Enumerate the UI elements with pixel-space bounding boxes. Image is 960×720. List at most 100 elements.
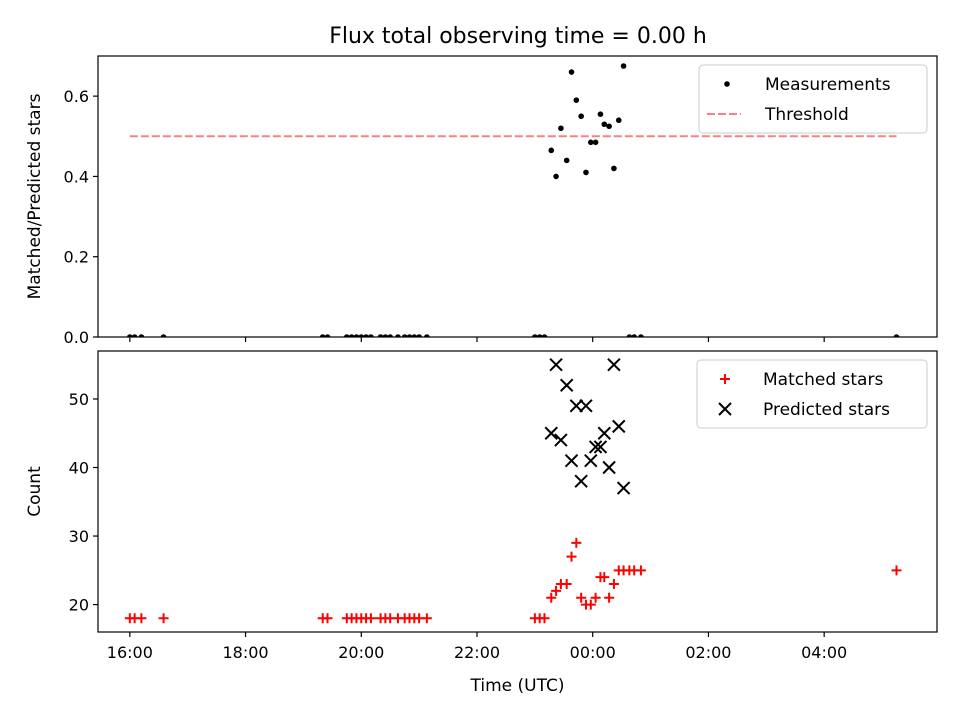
measurement-point	[568, 69, 575, 75]
x-tick-label: 00:00	[570, 643, 616, 662]
predicted-star-marker	[607, 357, 621, 372]
bottom-legend-box	[696, 359, 928, 429]
matched-star-marker	[571, 537, 582, 548]
measurement-point	[395, 334, 401, 337]
measurement-point	[893, 334, 900, 337]
matched-star-marker	[585, 599, 596, 610]
measurement-point	[631, 334, 637, 337]
measurement-point	[411, 334, 418, 337]
bottom-y-tick-label: 30	[69, 527, 89, 546]
measurement-point	[626, 334, 633, 337]
matched-star-marker	[421, 613, 432, 624]
predicted-star-marker	[584, 453, 598, 468]
predicted-star-marker	[588, 440, 603, 454]
top-legend: Measurements Threshold	[698, 64, 928, 134]
top-y-tick-label: 0.4	[64, 167, 89, 186]
matched-star-marker	[599, 572, 610, 583]
legend-marker-predicted	[718, 402, 732, 416]
measurement-point	[406, 334, 413, 337]
top-legend-box	[698, 64, 928, 134]
predicted-star-marker	[593, 440, 608, 454]
predicted-star-marker	[597, 426, 612, 440]
x-tick-label: 02:00	[685, 643, 731, 662]
top-y-tick-label: 0.6	[64, 87, 89, 106]
predicted-star-marker	[564, 453, 579, 468]
legend-label: Measurements	[765, 75, 891, 95]
measurement-point	[363, 334, 369, 337]
bottom-panel: 20 30 40 50 16:00 18:00 20:00 22:00 00:00 02:00 04…	[25, 350, 938, 696]
measurement-point	[536, 334, 543, 337]
matched-star-marker	[590, 592, 601, 603]
measurement-point	[131, 334, 138, 337]
measurement-point	[553, 173, 559, 180]
predicted-star-marker	[602, 460, 616, 475]
top-plot-frame	[97, 55, 938, 338]
measurement-point	[401, 334, 408, 337]
chart-title: Flux total observing time = 0.00 h	[329, 24, 707, 49]
x-tick-label: 04:00	[801, 643, 847, 662]
predicted-star-marker	[569, 399, 584, 413]
measurement-point	[319, 334, 326, 337]
x-tick-label: 18:00	[222, 643, 268, 662]
bottom-y-tick-label: 50	[69, 390, 89, 409]
bottom-plot-frame	[97, 350, 938, 633]
measurement-point	[377, 334, 384, 337]
measurement-point	[620, 63, 627, 69]
matched-star-marker	[561, 579, 572, 590]
top-y-tick-label: 0.2	[64, 248, 89, 267]
top-y-tick-label: 0.0	[64, 328, 89, 347]
matched-star-marker	[566, 551, 577, 562]
measurement-point	[160, 334, 167, 337]
measurement-point	[583, 169, 589, 176]
bottom-y-tick-label: 20	[69, 596, 89, 615]
measurement-point	[353, 334, 360, 337]
x-tick-label: 20:00	[338, 643, 384, 662]
legend-label: Threshold	[764, 105, 849, 125]
measurement-point	[424, 334, 430, 337]
legend-label: Predicted stars	[763, 400, 890, 420]
predicted-star-marker	[579, 399, 593, 413]
measurement-point	[638, 334, 644, 337]
matched-star-marker	[539, 613, 550, 624]
measurement-point	[344, 334, 350, 337]
top-panel: 0.0 0.2 0.4 0.6 Matched/Predicted stars Measu…	[25, 55, 938, 347]
matched-star-marker	[322, 613, 333, 624]
matched-star-marker	[891, 565, 902, 576]
measurement-point	[573, 97, 580, 103]
bottom-legend: Matched stars Predicted stars	[696, 359, 928, 429]
measurement-point	[368, 334, 374, 337]
measurement-point	[387, 334, 394, 337]
measurement-point	[541, 334, 548, 337]
matched-star-marker	[604, 592, 615, 603]
matched-star-marker	[635, 565, 646, 576]
measurement-point	[348, 334, 355, 337]
top-y-axis-label: Matched/Predicted stars	[25, 93, 45, 299]
predicted-star-marker	[554, 433, 568, 447]
measurement-point	[127, 334, 133, 337]
predicted-star-marker	[544, 426, 558, 440]
x-axis-label: Time (UTC)	[470, 676, 565, 696]
matched-star-marker	[551, 585, 562, 596]
matched-star-marker	[546, 592, 557, 603]
matched-star-marker	[158, 613, 169, 624]
measurement-point	[597, 111, 604, 118]
bottom-y-axis-label: Count	[25, 466, 45, 517]
measurement-point	[611, 165, 617, 172]
legend-label: Matched stars	[763, 370, 883, 390]
predicted-star-marker	[616, 481, 631, 495]
measurement-point	[324, 334, 331, 337]
bottom-y-tick-label: 40	[69, 459, 89, 478]
measurement-point	[558, 125, 564, 132]
measurement-point	[563, 157, 570, 164]
measurement-point	[382, 334, 389, 337]
predicted-star-marker	[559, 378, 574, 392]
measurement-point	[358, 334, 365, 337]
legend-marker-matched	[720, 374, 730, 384]
measurement-point	[615, 117, 622, 124]
measurement-point	[587, 139, 594, 146]
measurement-point	[601, 121, 608, 128]
matched-star-marker	[576, 592, 587, 603]
bottom-plot-area	[124, 357, 902, 624]
measurement-point	[532, 334, 538, 337]
